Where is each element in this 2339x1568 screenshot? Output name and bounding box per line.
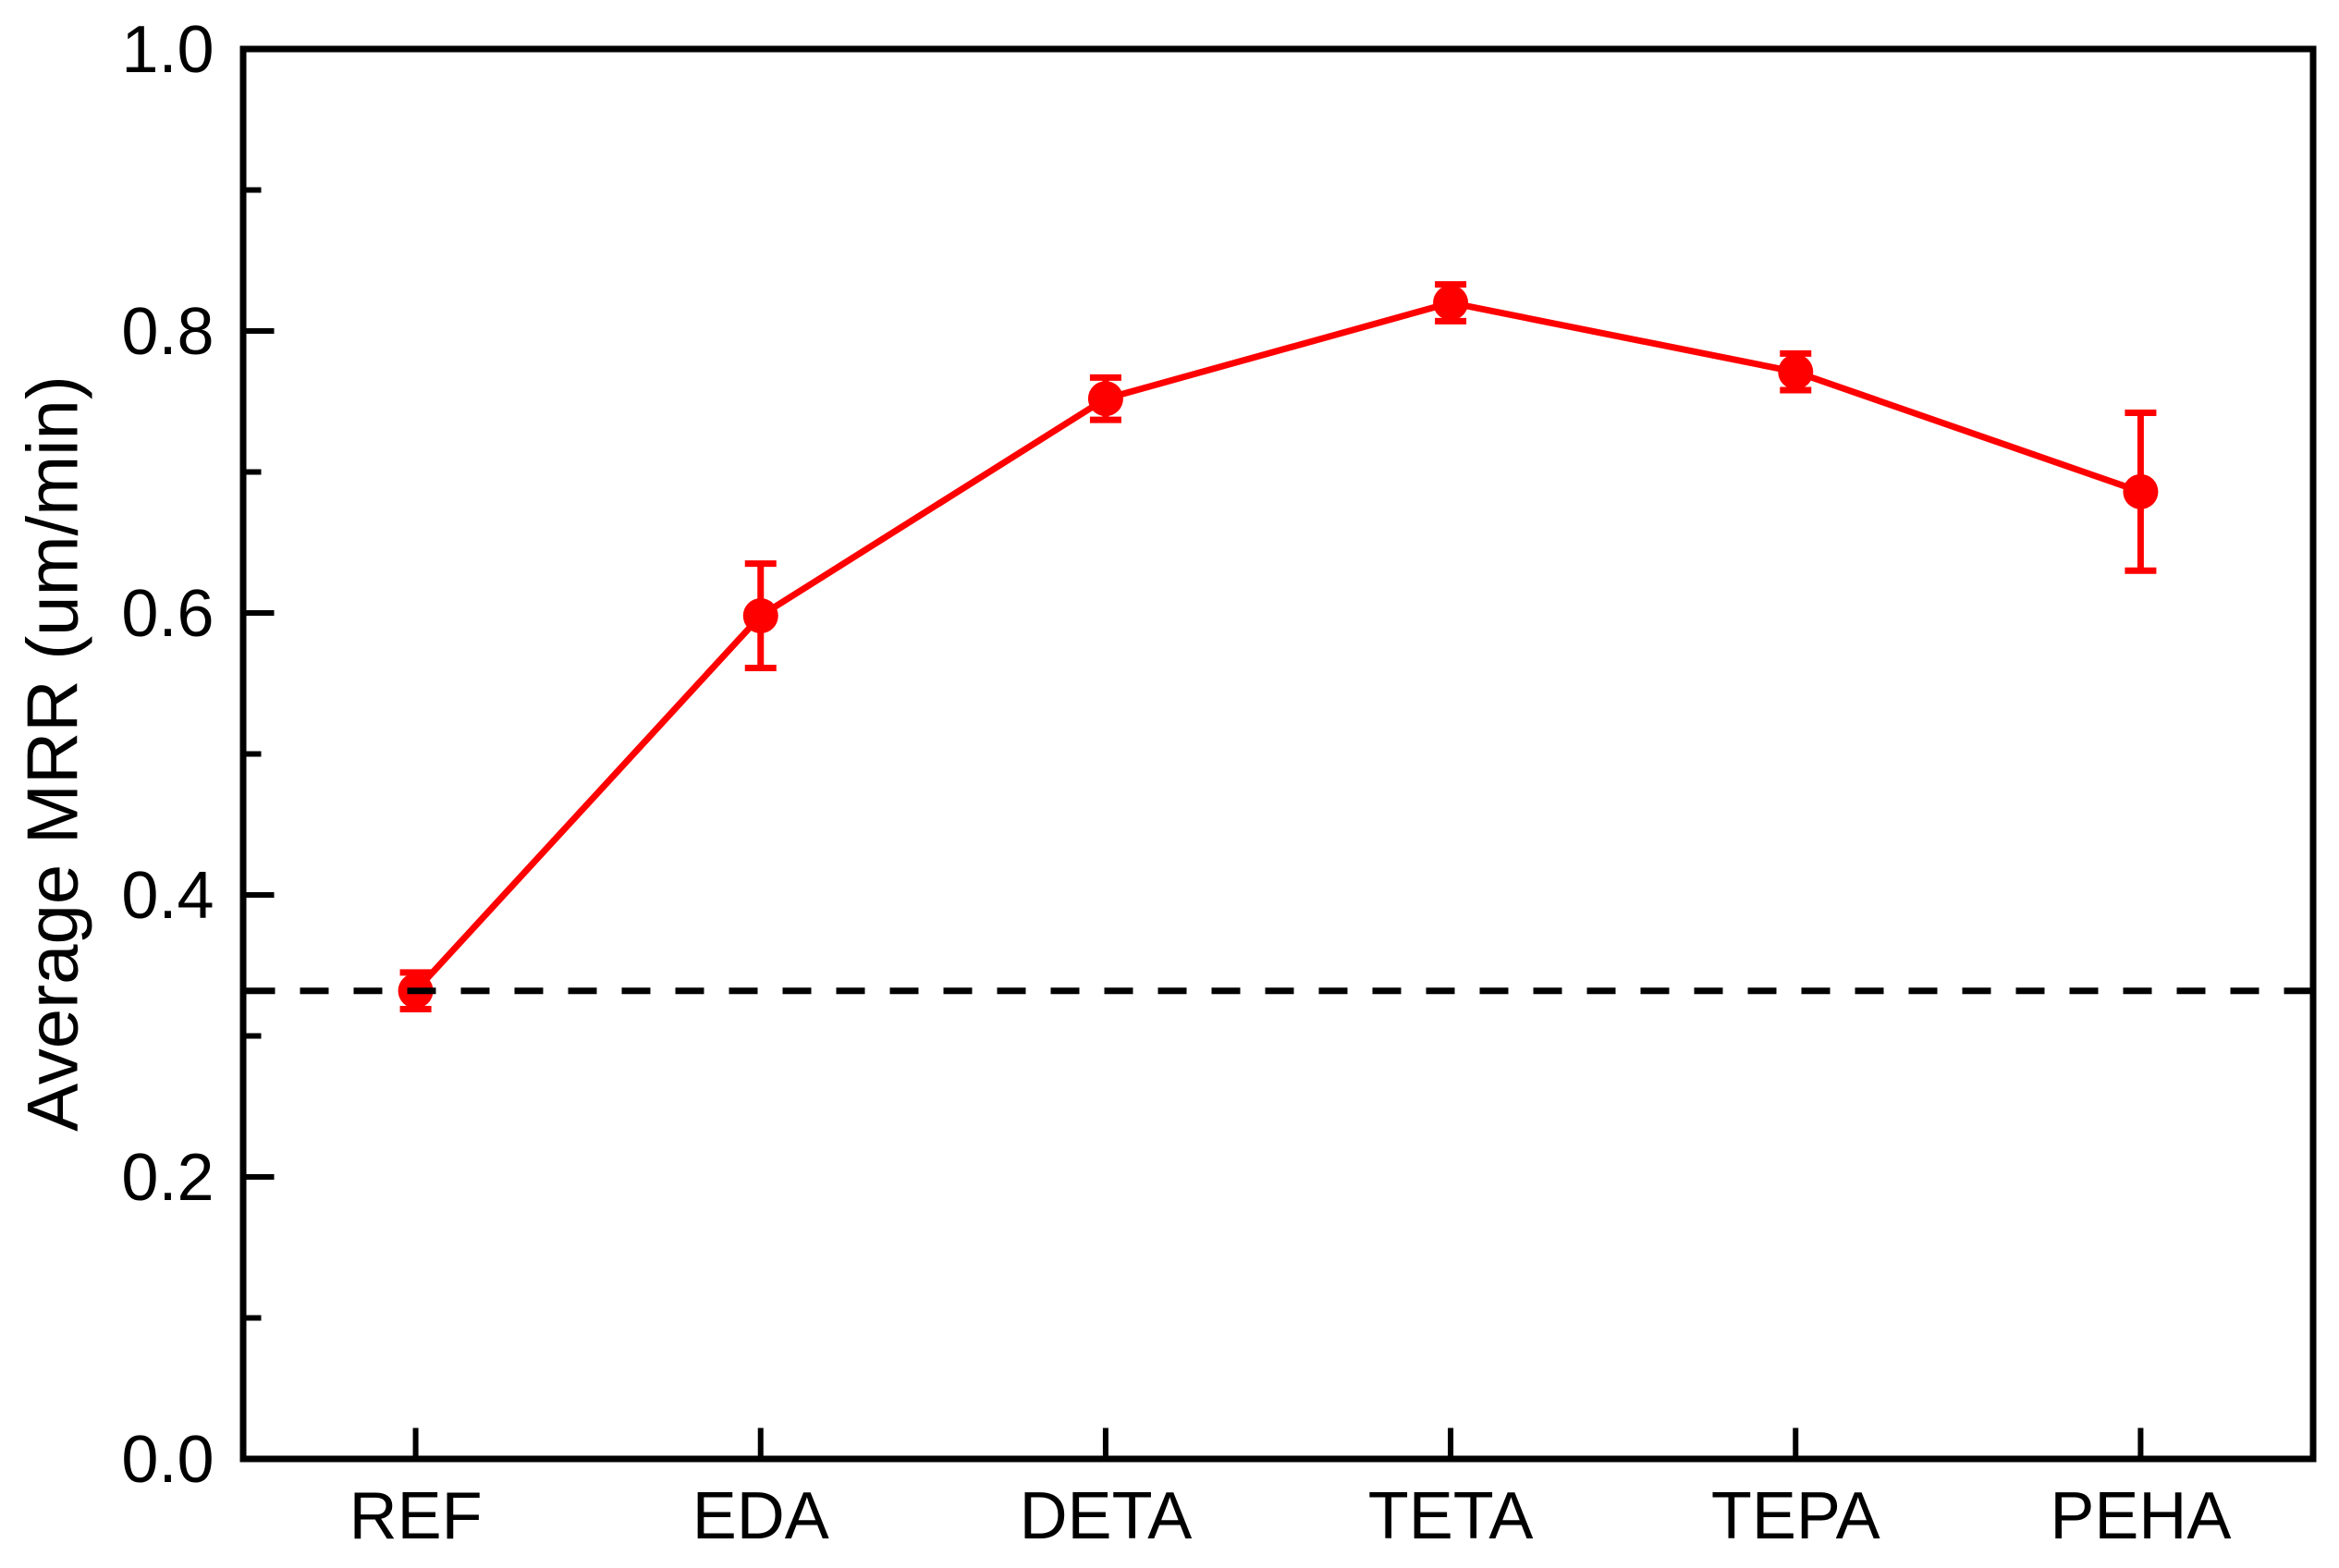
y-axis-title: Average MRR (um/min) — [11, 375, 93, 1132]
data-line — [413, 299, 2142, 994]
data-point-TETA — [1433, 285, 1469, 321]
y-tick-label: 0.4 — [121, 859, 214, 933]
y-tick-label: 1.0 — [121, 13, 214, 87]
x-tick-label-DETA: DETA — [1020, 1479, 1193, 1553]
y-tick-label: 0.0 — [121, 1423, 214, 1497]
x-tick-label-REF: REF — [349, 1479, 483, 1553]
y-tick-label: 0.2 — [121, 1141, 214, 1215]
data-point-TEPA — [1778, 354, 1814, 390]
x-tick-label-PEHA: PEHA — [2050, 1479, 2231, 1553]
y-tick-label: 0.6 — [121, 577, 214, 651]
plot-frame — [239, 45, 2317, 1463]
x-tick-label-EDA: EDA — [692, 1479, 829, 1553]
x-tick-label-TEPA: TEPA — [1711, 1479, 1880, 1553]
data-point-EDA — [742, 598, 778, 634]
data-point-PEHA — [2123, 473, 2159, 509]
x-tick-label-TETA: TETA — [1368, 1479, 1534, 1553]
data-point-DETA — [1087, 381, 1123, 417]
y-tick-label: 0.8 — [121, 295, 214, 369]
